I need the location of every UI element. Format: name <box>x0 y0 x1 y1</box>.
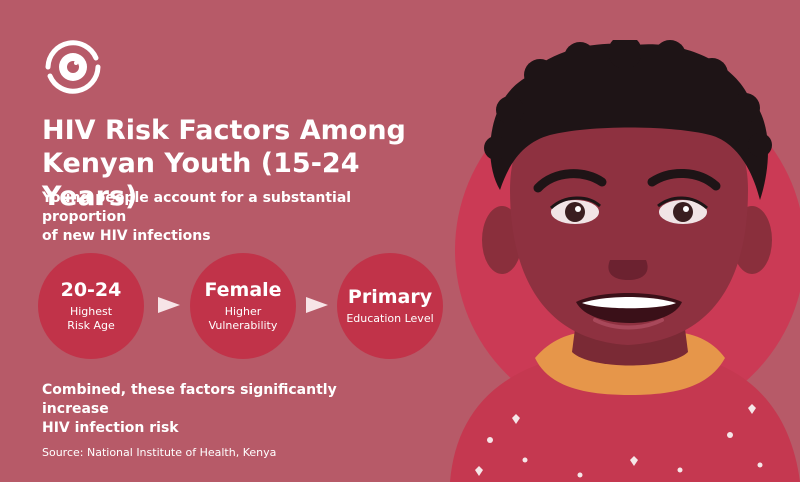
factor-label-line-1: Higher <box>224 305 262 318</box>
factor-circle-age: 20-24 Highest Risk Age <box>38 253 144 359</box>
title-line-1: HIV Risk Factors Among <box>42 115 406 146</box>
page-title: HIV Risk Factors Among Kenyan Youth (15-… <box>42 114 462 213</box>
factor-label: Education Level <box>346 312 433 326</box>
factor-circle-gender: Female Higher Vulnerability <box>190 253 296 359</box>
factor-value: Primary <box>347 286 433 308</box>
factor-label-line-1: Highest <box>69 305 113 318</box>
youth-portrait-illustration <box>450 40 800 482</box>
factor-label-line-2: Vulnerability <box>208 319 278 332</box>
subtitle-line-1: Young people account for a substantial p… <box>42 190 352 225</box>
subtitle-line-2: of new HIV infections <box>42 228 211 244</box>
factor-circle-education: Primary Education Level <box>337 253 443 359</box>
factor-label: Highest Risk Age <box>67 305 115 333</box>
factor-label-line-2: Risk Age <box>67 319 115 332</box>
combined-statement: Combined, these factors significantly in… <box>42 381 402 438</box>
factor-value: Female <box>204 279 282 301</box>
title-line-2: Kenyan Youth (15-24 Years) <box>42 148 360 212</box>
source-note: Source: National Institute of Health, Ke… <box>42 446 277 459</box>
subtitle: Young people account for a substantial p… <box>42 189 422 246</box>
triangle-right-icon <box>158 297 180 313</box>
combined-line-2: HIV infection risk <box>42 420 179 436</box>
factor-label-line-1: Education Level <box>346 312 434 325</box>
triangle-right-icon <box>306 297 328 313</box>
factor-label: Higher Vulnerability <box>209 305 278 333</box>
combined-line-1: Combined, these factors significantly in… <box>42 382 337 417</box>
factor-value: 20-24 <box>60 279 122 301</box>
eye-logo-icon <box>45 40 101 94</box>
